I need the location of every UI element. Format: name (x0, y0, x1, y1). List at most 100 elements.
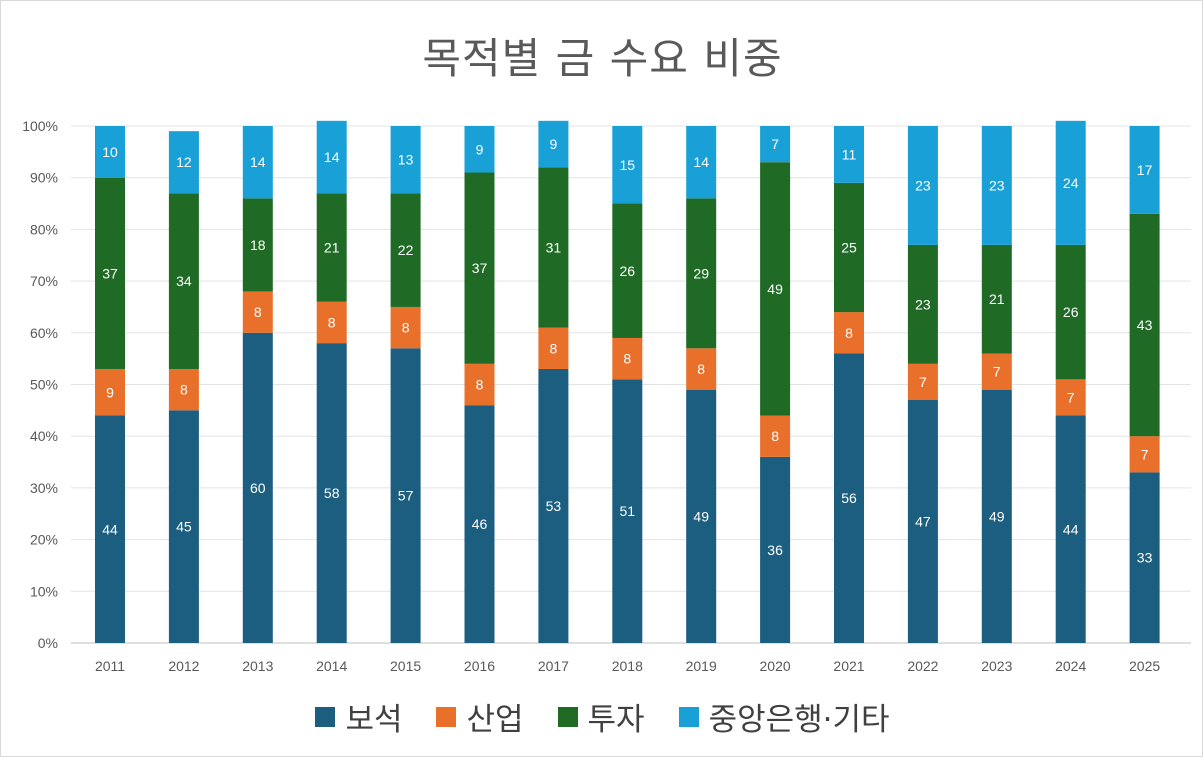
legend-item: 보석 (315, 694, 402, 739)
bar-segment (242, 126, 273, 199)
x-tick-label: 2025 (1129, 658, 1160, 674)
legend-swatch (678, 706, 699, 727)
bar-segment (907, 400, 938, 643)
data-label: 10 (102, 144, 118, 160)
bar-segment (242, 332, 273, 643)
data-label: 9 (476, 141, 484, 157)
y-tick-label: 80% (30, 221, 58, 237)
bar-segment (686, 389, 717, 643)
bar-segment (760, 162, 791, 416)
bar-segment (907, 363, 938, 401)
data-label: 23 (915, 296, 931, 312)
data-label: 47 (915, 514, 931, 530)
x-tick-label: 2020 (760, 658, 791, 674)
x-tick-label: 2012 (168, 658, 199, 674)
data-label: 44 (1063, 521, 1079, 537)
data-label: 33 (1137, 550, 1153, 566)
y-tick-label: 20% (30, 532, 58, 548)
data-label: 8 (771, 428, 779, 444)
legend-item: 투자 (557, 694, 645, 739)
data-label: 21 (324, 239, 340, 255)
legend-item: 중앙은행·기타 (678, 694, 890, 739)
data-label: 14 (693, 154, 709, 170)
data-label: 29 (693, 265, 709, 281)
bar-segment (316, 343, 347, 643)
bar-segment (390, 126, 421, 194)
data-label: 17 (1137, 162, 1153, 178)
data-label: 43 (1137, 317, 1153, 333)
y-tick-label: 70% (30, 273, 58, 289)
y-tick-label: 50% (30, 377, 58, 393)
bar-segment (95, 415, 125, 643)
bar-segment (907, 244, 938, 364)
y-tick-label: 60% (30, 325, 58, 341)
legend-label: 산업 (466, 702, 524, 738)
bar-segment (981, 389, 1012, 643)
data-label: 14 (250, 154, 266, 170)
data-label: 46 (472, 516, 488, 532)
bar-segment (760, 415, 791, 457)
stacked-bar-chart: 44 9 37 10 45 8 34 12 60 8 18 14 58 8 21 14 57 8 22 13 46 8 37… (22, 118, 1191, 674)
bar-segment (464, 172, 495, 364)
y-tick-label: 10% (30, 583, 58, 599)
data-label: 8 (697, 361, 705, 377)
bar-segment (981, 126, 1012, 245)
bar-segment (242, 291, 273, 333)
bar-segment (1129, 213, 1160, 437)
x-tick-label: 2014 (316, 658, 347, 674)
bar-segment (1129, 436, 1160, 473)
bar-segment (834, 353, 864, 643)
data-label: 53 (546, 498, 562, 514)
x-tick-label: 2016 (464, 658, 495, 674)
legend-swatch (315, 706, 336, 727)
y-tick-label: 100% (22, 118, 58, 134)
data-label: 12 (176, 154, 192, 170)
x-tick-label: 2023 (981, 658, 1012, 674)
bar-segment (981, 353, 1012, 390)
data-label: 25 (841, 239, 857, 255)
data-label: 44 (102, 521, 118, 537)
bar-segment (316, 301, 347, 344)
bar-segment (1129, 126, 1160, 214)
y-tick-label: 40% (30, 428, 58, 444)
bar-segment (538, 327, 569, 369)
bar-segment (760, 456, 791, 643)
data-label: 15 (620, 157, 636, 173)
bar-segment (390, 306, 421, 349)
data-label: 9 (106, 384, 114, 400)
data-label: 7 (1067, 389, 1075, 405)
data-label: 24 (1063, 175, 1079, 191)
bar-segment (95, 177, 125, 369)
data-label: 9 (550, 136, 558, 152)
data-label: 8 (845, 325, 853, 341)
bar-segment (1055, 379, 1086, 416)
bar-segment (981, 244, 1012, 354)
bar-segment (686, 198, 717, 349)
bar-segment (168, 410, 199, 643)
legend-swatch (557, 706, 578, 727)
chart-title: 목적별 금 수요 비중 (422, 34, 783, 83)
x-tick-label: 2011 (95, 658, 125, 674)
y-tick-label: 90% (30, 170, 58, 186)
x-tick-label: 2024 (1055, 658, 1086, 674)
data-label: 8 (254, 304, 262, 320)
bar-segment (686, 348, 717, 390)
data-label: 8 (328, 314, 336, 330)
data-label: 26 (620, 263, 636, 279)
data-label: 56 (841, 490, 857, 506)
bar-segment (907, 126, 938, 245)
bar-segment (612, 126, 643, 204)
legend-label: 중앙은행·기타 (708, 702, 890, 738)
data-label: 60 (250, 480, 266, 496)
bar-segment (538, 368, 569, 643)
legend-label: 보석 (345, 702, 403, 738)
bar-segment (612, 337, 643, 380)
bar-segment (464, 405, 495, 643)
data-label: 49 (989, 508, 1005, 524)
data-label: 58 (324, 485, 340, 501)
x-tick-label: 2022 (907, 658, 938, 674)
x-tick-label: 2019 (686, 658, 717, 674)
data-label: 8 (402, 320, 410, 336)
data-label: 45 (176, 519, 192, 535)
